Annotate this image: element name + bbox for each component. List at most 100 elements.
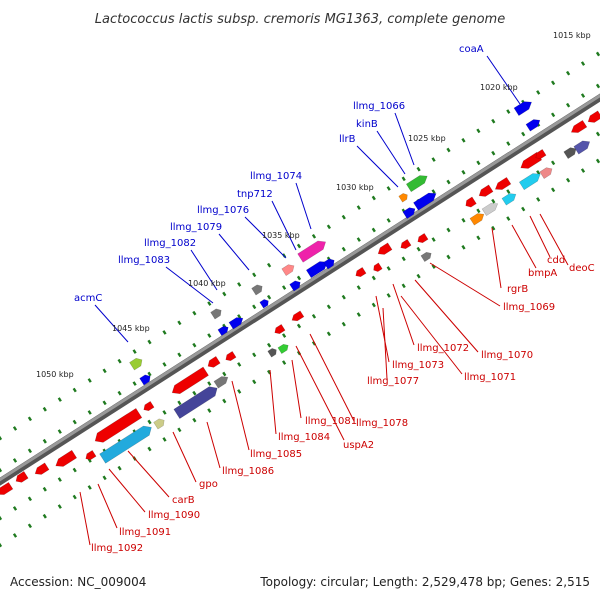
gene-glyph[interactable] [413, 190, 438, 211]
gene-label-kinB[interactable]: kinB [356, 119, 378, 130]
gene-glyph[interactable] [259, 298, 271, 309]
gene-label-llmg-1090[interactable]: llmg_1090 [148, 510, 200, 521]
label-leader-line [94, 304, 129, 343]
gene-glyph[interactable] [169, 366, 209, 397]
gene-label-llmg-1086[interactable]: llmg_1086 [222, 466, 274, 477]
tick-dot [461, 245, 466, 250]
gene-label-llmg-1092[interactable]: llmg_1092 [91, 543, 143, 554]
gene-label-carB[interactable]: carB [172, 495, 195, 506]
gene-glyph[interactable] [0, 481, 14, 497]
gene-glyph[interactable] [92, 408, 143, 445]
gene-glyph[interactable] [376, 242, 393, 257]
tick-dot [27, 496, 32, 502]
gene-glyph[interactable] [569, 119, 588, 135]
gene-glyph[interactable] [469, 211, 486, 226]
gene-label-llmg-1079[interactable]: llmg_1079 [170, 222, 222, 233]
gene-label-llmg-1074[interactable]: llmg_1074 [250, 171, 302, 182]
gene-glyph[interactable] [251, 283, 265, 296]
gene-glyph[interactable] [563, 145, 578, 159]
gene-label-llmg-1083[interactable]: llmg_1083 [118, 255, 170, 266]
gene-label-llmg-1076[interactable]: llmg_1076 [197, 205, 249, 216]
gene-glyph[interactable] [228, 315, 245, 330]
gene-glyph[interactable] [139, 373, 153, 386]
gene-glyph[interactable] [53, 449, 78, 469]
gene-glyph[interactable] [372, 262, 383, 273]
gene-glyph[interactable] [297, 238, 329, 263]
gene-label-llmg-1081[interactable]: llmg_1081 [305, 416, 357, 427]
gene-glyph[interactable] [586, 110, 600, 125]
gene-glyph[interactable] [33, 462, 50, 477]
gene-glyph[interactable] [277, 342, 290, 354]
gene-label-llrB[interactable]: llrB [339, 134, 356, 145]
gene-label-llmg-1091[interactable]: llmg_1091 [119, 527, 171, 538]
gene-label-llmg-1070[interactable]: llmg_1070 [481, 350, 533, 361]
gene-label-gpo[interactable]: gpo [199, 479, 218, 490]
tick-dot [42, 438, 47, 444]
gene-label-llmg-1072[interactable]: llmg_1072 [417, 343, 469, 354]
gene-glyph[interactable] [420, 250, 433, 262]
gene-label-deoC[interactable]: deoC [569, 263, 595, 274]
gene-glyph[interactable] [501, 191, 518, 206]
gene-label-llmg-1071[interactable]: llmg_1071 [464, 372, 516, 383]
gene-glyph[interactable] [206, 356, 221, 369]
gene-glyph[interactable] [513, 98, 534, 116]
gene-glyph[interactable] [14, 471, 29, 484]
gene-label-llmg-1085[interactable]: llmg_1085 [250, 449, 302, 460]
gene-glyph[interactable] [464, 196, 477, 209]
gene-glyph[interactable] [477, 184, 494, 199]
tick-dot [326, 304, 331, 310]
gene-glyph[interactable] [525, 117, 542, 132]
gene-glyph[interactable] [481, 200, 500, 217]
gene-label-llmg-1084[interactable]: llmg_1084 [278, 432, 330, 443]
gene-label-llmg-1078[interactable]: llmg_1078 [356, 418, 408, 429]
gene-glyph[interactable] [273, 324, 286, 335]
gene-label-cdd[interactable]: cdd [547, 255, 565, 266]
gene-glyph[interactable] [323, 257, 337, 270]
scale-label-1035: 1035 kbp [262, 231, 300, 240]
gene-glyph[interactable] [399, 239, 412, 250]
genome-summary-text: Topology: circular; Length: 2,529,478 bp… [259, 575, 590, 589]
gene-glyph[interactable] [518, 170, 542, 191]
gene-glyph[interactable] [217, 324, 230, 336]
gene-glyph[interactable] [573, 138, 592, 155]
gene-glyph[interactable] [398, 192, 410, 203]
tick-dot [252, 379, 257, 385]
gene-label-llmg-1082[interactable]: llmg_1082 [144, 238, 196, 249]
gene-label-llmg-1077[interactable]: llmg_1077 [367, 376, 419, 387]
gene-glyph[interactable] [290, 310, 305, 323]
tick-dot [207, 381, 212, 386]
gene-label-bmpA[interactable]: bmpA [528, 268, 557, 279]
gene-glyph[interactable] [354, 267, 367, 278]
gene-glyph[interactable] [289, 279, 303, 292]
gene-label-uspA2[interactable]: uspA2 [343, 440, 374, 451]
gene-glyph[interactable] [142, 401, 155, 412]
gene-glyph[interactable] [493, 176, 512, 192]
gene-label-coaA[interactable]: coaA [459, 44, 484, 55]
gene-glyph[interactable] [129, 356, 145, 371]
gene-glyph[interactable] [210, 307, 224, 320]
gene-label-tnp712[interactable]: tnp712 [237, 189, 273, 200]
gene-glyph[interactable] [213, 374, 230, 389]
gene-glyph[interactable] [405, 172, 429, 193]
gene-label-rgrB[interactable]: rgrB [507, 284, 528, 295]
gene-glyph[interactable] [99, 423, 155, 464]
tick-dot [371, 275, 376, 281]
tick-dot [446, 179, 451, 185]
gene-glyph[interactable] [84, 450, 97, 461]
gene-glyph[interactable] [267, 347, 279, 358]
gene-glyph[interactable] [539, 165, 554, 179]
gene-glyph[interactable] [173, 383, 220, 419]
gene-label-llmg-1073[interactable]: llmg_1073 [392, 360, 444, 371]
gene-label-llmg-1069[interactable]: llmg_1069 [503, 302, 555, 313]
gene-glyph[interactable] [534, 149, 547, 160]
gene-glyph[interactable] [153, 417, 167, 430]
gene-label-acmC[interactable]: acmC [74, 293, 102, 304]
gene-glyph[interactable] [224, 351, 237, 362]
gene-label-llmg-1066[interactable]: llmg_1066 [353, 101, 405, 112]
gene-glyph[interactable] [402, 205, 417, 219]
tick-dot [476, 208, 481, 214]
gene-glyph[interactable] [281, 262, 296, 276]
gene-glyph[interactable] [416, 233, 429, 244]
tick-dot [27, 416, 32, 422]
tick-dot [326, 331, 331, 337]
